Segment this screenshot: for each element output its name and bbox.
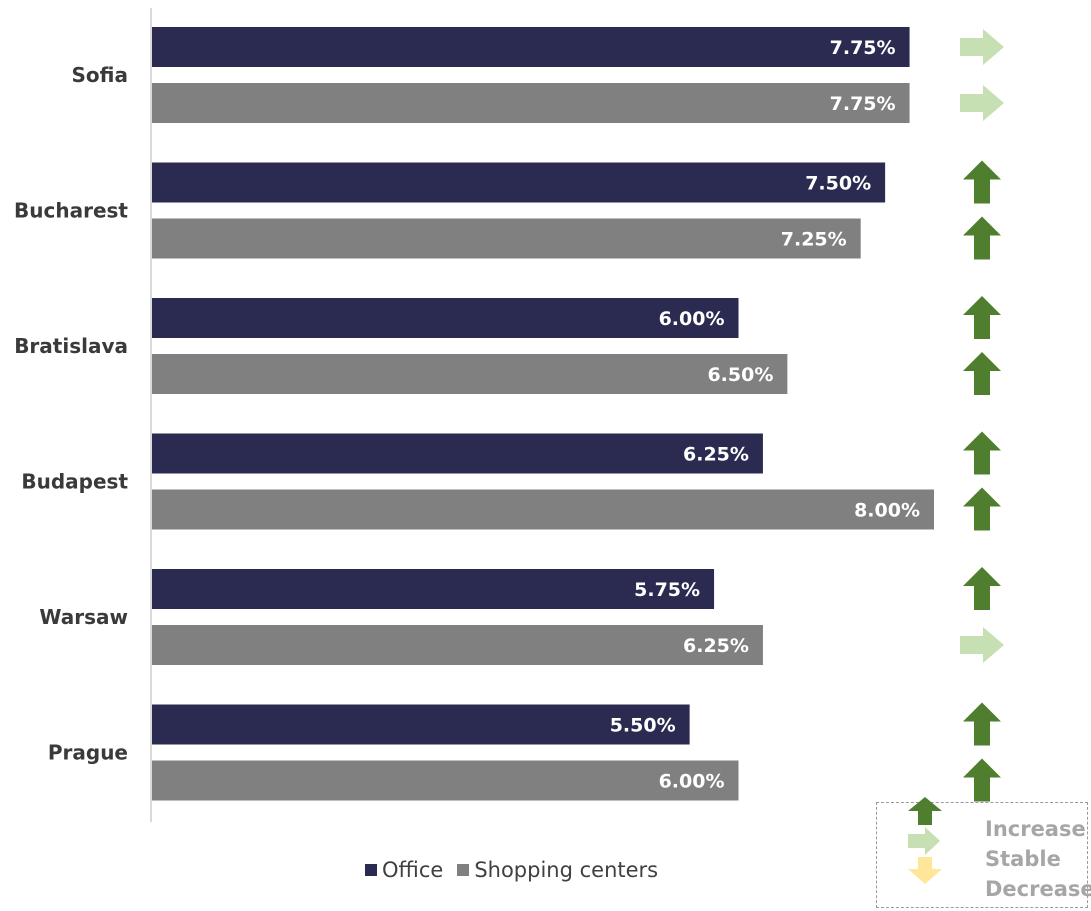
- category-label-sofia: Sofia: [72, 63, 128, 87]
- legend-swatch-shopping-centers: [457, 864, 470, 876]
- trend-stable-icon-shopping-centers-sofia: [960, 85, 1004, 121]
- trend-key-stable-label: Stable: [985, 847, 1061, 871]
- data-label-office-prague: 5.50%: [610, 715, 676, 737]
- trend-increase-icon-office-warsaw: [963, 567, 1001, 610]
- data-label-office-sofia: 7.75%: [830, 37, 896, 59]
- bars-group: Sofia 7.75% 7.75% Bucharest 7.50% 7.25% Bratis…: [14, 27, 1004, 802]
- bar-shopping-centers-bucharest: [152, 218, 861, 259]
- trend-increase-icon-office-budapest: [963, 431, 1001, 475]
- trend-increase-icon-shopping-centers-bucharest: [963, 216, 1001, 260]
- trend-stable-icon-shopping-centers-warsaw: [960, 627, 1004, 663]
- data-label-shopping-centers-warsaw: 6.25%: [683, 635, 749, 657]
- trend-key-increase-label: Increase: [985, 817, 1086, 841]
- data-label-office-warsaw: 5.75%: [634, 579, 700, 601]
- bar-shopping-centers-bratislava: [152, 354, 788, 394]
- category-label-bucharest: Bucharest: [14, 199, 128, 223]
- legend-swatch-office: [365, 864, 377, 876]
- data-label-office-bucharest: 7.50%: [805, 173, 871, 195]
- data-label-shopping-centers-sofia: 7.75%: [830, 93, 896, 115]
- bar-shopping-centers-prague: [152, 760, 739, 801]
- trend-increase-icon-shopping-centers-prague: [963, 758, 1001, 802]
- data-label-shopping-centers-bratislava: 6.50%: [707, 364, 773, 386]
- trend-increase-icon-office-bratislava: [963, 296, 1001, 339]
- bar-shopping-centers-sofia: [152, 83, 910, 123]
- category-label-budapest: Budapest: [21, 470, 128, 494]
- legend-label-office: Office: [382, 858, 444, 882]
- category-label-prague: Prague: [48, 741, 128, 765]
- trend-stable-icon-office-sofia: [960, 29, 1004, 65]
- legend-label-shopping-centers: Shopping centers: [474, 858, 659, 882]
- bar-office-budapest: [152, 433, 763, 474]
- up-arrow-icon: [908, 797, 942, 825]
- data-label-office-budapest: 6.25%: [683, 444, 749, 466]
- category-label-warsaw: Warsaw: [39, 605, 128, 629]
- trend-increase-icon-shopping-centers-bratislava: [963, 352, 1001, 395]
- category-label-bratislava: Bratislava: [14, 334, 128, 358]
- bar-office-sofia: [152, 27, 910, 67]
- legend-item-shopping-centers: Shopping centers: [457, 858, 658, 882]
- bar-office-prague: [152, 704, 690, 745]
- trend-increase-icon-office-bucharest: [963, 160, 1001, 204]
- right-arrow-icon: [908, 827, 940, 855]
- trend-increase-icon-office-prague: [963, 702, 1001, 746]
- trend-key-decrease-label: Decrease: [985, 877, 1091, 901]
- bar-shopping-centers-warsaw: [152, 625, 763, 665]
- down-arrow-icon: [908, 857, 942, 884]
- bar-office-warsaw: [152, 569, 715, 609]
- bar-chart: Sofia 7.75% 7.75% Bucharest 7.50% 7.25% Bratis…: [14, 8, 1004, 822]
- data-label-shopping-centers-budapest: 8.00%: [854, 500, 920, 522]
- trend-increase-icon-shopping-centers-budapest: [963, 487, 1001, 531]
- legend-item-office: Office: [365, 858, 443, 882]
- data-label-shopping-centers-bucharest: 7.25%: [781, 229, 847, 251]
- bar-shopping-centers-budapest: [152, 489, 934, 530]
- data-label-office-bratislava: 6.00%: [659, 308, 725, 330]
- bar-office-bratislava: [152, 298, 739, 338]
- legend: Office Shopping centers: [365, 858, 672, 882]
- bar-office-bucharest: [152, 162, 886, 203]
- data-label-shopping-centers-prague: 6.00%: [659, 771, 725, 793]
- trend-key: Increase Stable Decrease: [876, 797, 1091, 908]
